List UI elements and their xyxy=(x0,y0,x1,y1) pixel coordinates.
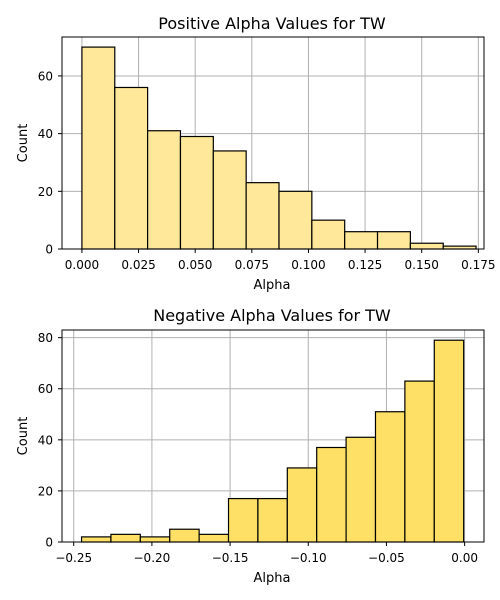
x-tick-label: 0.000 xyxy=(65,258,99,272)
y-tick-label: 0 xyxy=(45,243,53,257)
x-tick-label: 0.150 xyxy=(405,258,439,272)
x-tick-label: 0.100 xyxy=(291,258,325,272)
histogram-bar xyxy=(311,219,346,250)
y-tick-label: 60 xyxy=(38,382,53,396)
negative-alpha-histogram: Negative Alpha Values for TW −0.25 −0.20−… xyxy=(16,306,485,586)
y-tick-label: 60 xyxy=(38,69,53,83)
y-axis-ticks: 0 20 40 60 xyxy=(38,69,62,257)
x-axis-ticks: 0.000 0.025 0.050 0.075 0.100 0.125 0.150 0.175 xyxy=(65,249,496,272)
histogram-bar xyxy=(169,528,200,543)
x-tick-label: 0.075 xyxy=(235,258,269,272)
histogram-bar xyxy=(286,467,318,543)
histogram-bar xyxy=(404,380,435,543)
x-tick-label: −0.20 xyxy=(134,551,171,565)
histogram-bars xyxy=(81,46,477,250)
x-axis-label: Alpha xyxy=(254,571,291,586)
histogram-bar xyxy=(245,182,280,250)
x-tick-label: 0.050 xyxy=(178,258,212,272)
x-tick-label: 0.025 xyxy=(121,258,155,272)
y-axis-label: Count xyxy=(16,124,31,163)
x-axis-label: Alpha xyxy=(254,278,291,293)
histogram-bar xyxy=(376,231,411,250)
histogram-bar xyxy=(374,411,406,543)
histogram-bar xyxy=(81,46,116,250)
positive-alpha-histogram: Positive Alpha Values for TW 0.000 0.025 0… xyxy=(16,14,496,293)
histogram-bar xyxy=(110,533,141,543)
x-tick-label: 0.00 xyxy=(451,551,478,565)
histogram-bar xyxy=(227,497,259,543)
x-axis-ticks: −0.25 −0.20 −0.15 −0.10 −0.05 0.00 xyxy=(55,542,478,565)
y-tick-label: 20 xyxy=(38,185,53,199)
chart-title: Negative Alpha Values for TW xyxy=(153,306,391,325)
histogram-bar xyxy=(345,436,377,543)
x-tick-label: −0.05 xyxy=(368,551,405,565)
histogram-bar xyxy=(179,135,214,250)
histogram-bar xyxy=(344,231,379,250)
axes-frame xyxy=(61,329,485,543)
histogram-bar xyxy=(198,533,230,543)
x-tick-label: −0.15 xyxy=(212,551,249,565)
x-tick-label: −0.25 xyxy=(55,551,92,565)
histogram-bar xyxy=(147,130,182,250)
histogram-bar xyxy=(114,86,149,250)
histogram-bar xyxy=(316,446,347,543)
axes-frame xyxy=(61,36,485,250)
x-tick-label: 0.175 xyxy=(461,258,495,272)
y-tick-label: 20 xyxy=(38,484,53,498)
x-tick-label: −0.10 xyxy=(290,551,327,565)
y-tick-label: 40 xyxy=(38,433,53,447)
histogram-bar xyxy=(278,190,313,250)
histogram-bar xyxy=(139,536,171,543)
histogram-bar xyxy=(409,242,444,250)
x-tick-label: 0.125 xyxy=(348,258,382,272)
histogram-bar xyxy=(257,497,288,543)
y-axis-ticks: 0 20 40 60 80 xyxy=(38,331,62,550)
histogram-bar xyxy=(433,339,465,543)
histogram-bar xyxy=(212,150,247,250)
y-tick-label: 80 xyxy=(38,331,53,345)
y-axis-label: Count xyxy=(16,417,31,456)
y-tick-label: 0 xyxy=(45,536,53,550)
histogram-bar xyxy=(80,536,112,543)
y-tick-label: 40 xyxy=(38,127,53,141)
chart-title: Positive Alpha Values for TW xyxy=(158,14,386,33)
